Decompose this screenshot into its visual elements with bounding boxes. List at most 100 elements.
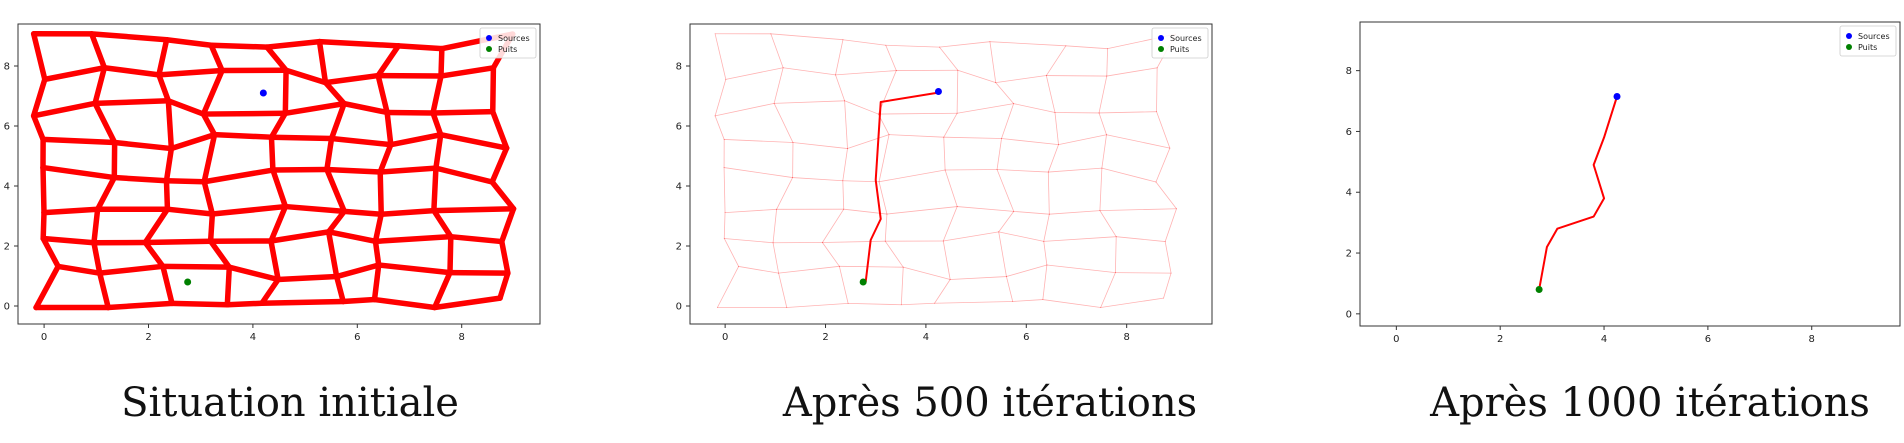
network-edge (430, 110, 444, 138)
network-edge (268, 110, 289, 140)
network-edge (778, 272, 788, 308)
network-edge (324, 135, 335, 173)
network-edge (888, 134, 945, 138)
legend-marker (1846, 44, 1852, 50)
network-edge (268, 134, 276, 173)
network-edge (111, 174, 170, 184)
network-edge (211, 131, 275, 140)
network-edge (847, 134, 890, 149)
legend-marker (486, 46, 492, 52)
network-edge (40, 235, 61, 270)
x-tick-label: 4 (1601, 334, 1607, 345)
network-edge (844, 100, 848, 149)
network-edge (377, 165, 439, 175)
network-edges (714, 33, 1177, 308)
network-edge (328, 135, 394, 148)
network-edge (943, 136, 1002, 139)
legend-marker (1158, 35, 1164, 41)
flow-path (864, 92, 937, 283)
network-edge (943, 136, 946, 171)
network-edges (30, 31, 517, 311)
network-edge (40, 136, 118, 146)
network-edge (956, 69, 959, 114)
legend-box (1151, 27, 1209, 59)
network-edge (716, 266, 740, 308)
network-edge (322, 72, 381, 86)
network-edge (200, 67, 225, 117)
network-edge (821, 208, 845, 243)
network-edge (714, 102, 775, 117)
network-edge (886, 206, 958, 215)
network-edge (770, 33, 844, 41)
network-edge (207, 211, 216, 244)
network-edge (1043, 213, 1050, 242)
network-edge (208, 42, 225, 74)
caption-500-iterations: Après 500 itérations (782, 380, 1198, 426)
network-edge (884, 213, 888, 242)
network-edge (156, 36, 170, 78)
network-edge (226, 264, 281, 283)
x-tick-label: 0 (722, 332, 728, 343)
legend-label: Sources (1858, 32, 1890, 41)
network-edge (842, 39, 887, 46)
network-edge (900, 266, 904, 306)
caption-initial: Situation initiale (121, 380, 459, 426)
network-edge (430, 108, 496, 116)
network-edge (847, 302, 902, 306)
network-edge (55, 263, 103, 276)
network-edge (934, 279, 951, 304)
network-edge (96, 263, 166, 276)
network-edge (738, 266, 780, 274)
network-edge (1046, 264, 1116, 274)
network-edge (142, 206, 171, 246)
network-edge (770, 33, 784, 69)
y-tick-label: 2 (676, 242, 682, 253)
legend-label: Puits (1858, 43, 1877, 52)
network-edge (1101, 167, 1157, 183)
network-edge (1048, 210, 1101, 215)
network-edge (340, 296, 378, 305)
y-tick-label: 6 (1346, 127, 1352, 138)
network-edge (30, 76, 48, 119)
network-edge (142, 239, 166, 270)
network-edge (200, 110, 289, 117)
network-edge (1106, 134, 1171, 149)
network-edge (96, 270, 111, 311)
legend-marker (486, 35, 492, 41)
network-edge (723, 238, 774, 244)
network-edge (378, 207, 437, 217)
network-edge (1098, 75, 1108, 114)
network-edge (1099, 210, 1117, 238)
network-edge (156, 72, 172, 104)
source-point (1613, 92, 1621, 100)
network-edge (259, 298, 346, 306)
network-edge (316, 38, 402, 49)
network-edge (1115, 236, 1166, 242)
network-edge (88, 31, 108, 71)
x-tick-label: 2 (1497, 334, 1503, 345)
network-edge (723, 167, 794, 178)
caption-1000-iterations: Après 1000 itérations (1430, 380, 1870, 426)
chart-panel-500-iterations: 0 2 4 6 8 0 2 4 6 8 Sources Puits (676, 23, 1213, 343)
network-edge (792, 142, 848, 149)
x-tick-label: 8 (1809, 334, 1815, 345)
network-edge (165, 98, 175, 152)
network-edge (772, 208, 777, 244)
network-edge (844, 100, 879, 115)
network-edge (942, 206, 958, 242)
network-edge (160, 263, 175, 307)
network-edge (842, 180, 880, 183)
network-edge (384, 109, 394, 148)
source-point (934, 88, 942, 95)
legend-box (479, 27, 537, 59)
network-edge (169, 300, 231, 308)
y-tick-label: 4 (4, 182, 10, 193)
network-edge (371, 296, 438, 311)
network-edge (270, 167, 289, 210)
network-edge (956, 206, 1015, 212)
network-edge (989, 41, 1067, 47)
network-edge (957, 69, 997, 84)
network-edge (142, 238, 214, 246)
x-tick-label: 6 (1705, 334, 1711, 345)
network-edge (163, 177, 171, 212)
